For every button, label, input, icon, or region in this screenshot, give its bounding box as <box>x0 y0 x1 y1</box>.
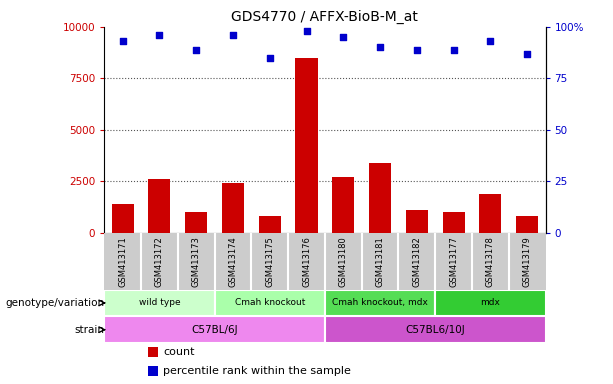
Text: Cmah knockout: Cmah knockout <box>235 298 305 308</box>
Bar <box>104 316 325 343</box>
Text: GSM413172: GSM413172 <box>155 236 164 286</box>
Text: Cmah knockout, mdx: Cmah knockout, mdx <box>332 298 428 308</box>
Bar <box>479 194 501 233</box>
Point <box>154 32 164 38</box>
Bar <box>325 290 435 316</box>
Bar <box>295 58 318 233</box>
Text: GSM413175: GSM413175 <box>265 236 274 286</box>
Bar <box>185 212 207 233</box>
Point <box>265 55 275 61</box>
Point <box>449 46 459 53</box>
Point <box>412 46 422 53</box>
Text: percentile rank within the sample: percentile rank within the sample <box>163 366 351 376</box>
Bar <box>259 217 281 233</box>
Text: GSM413182: GSM413182 <box>413 236 421 286</box>
Point <box>118 38 128 45</box>
Bar <box>222 184 244 233</box>
Bar <box>325 316 546 343</box>
Text: GSM413176: GSM413176 <box>302 236 311 286</box>
Text: GSM413180: GSM413180 <box>339 236 348 286</box>
Point <box>375 45 385 51</box>
Text: GSM413174: GSM413174 <box>229 236 237 286</box>
Text: count: count <box>163 347 194 357</box>
Bar <box>148 366 158 376</box>
Bar <box>406 210 428 233</box>
Bar <box>369 163 391 233</box>
Text: genotype/variation: genotype/variation <box>5 298 104 308</box>
Text: strain: strain <box>74 325 104 335</box>
Bar <box>112 204 134 233</box>
Text: GSM413177: GSM413177 <box>449 236 458 286</box>
Point <box>302 28 311 34</box>
Text: GSM413171: GSM413171 <box>118 236 127 286</box>
Text: wild type: wild type <box>139 298 180 308</box>
Point <box>522 51 532 57</box>
Text: C57BL/6J: C57BL/6J <box>191 325 238 335</box>
Text: GSM413181: GSM413181 <box>376 236 384 286</box>
Bar <box>148 179 170 233</box>
Text: GSM413179: GSM413179 <box>523 236 531 286</box>
Point <box>191 46 201 53</box>
Bar <box>332 177 354 233</box>
Bar <box>435 290 546 316</box>
Text: C57BL6/10J: C57BL6/10J <box>405 325 465 335</box>
Bar <box>104 290 215 316</box>
Text: GSM413173: GSM413173 <box>192 236 200 286</box>
Point <box>338 34 348 40</box>
Bar <box>148 347 158 357</box>
Point <box>485 38 495 45</box>
Bar <box>516 217 538 233</box>
Bar <box>443 212 465 233</box>
Title: GDS4770 / AFFX-BioB-M_at: GDS4770 / AFFX-BioB-M_at <box>232 10 418 25</box>
Text: GSM413178: GSM413178 <box>486 236 495 286</box>
Text: mdx: mdx <box>481 298 500 308</box>
Point <box>228 32 238 38</box>
Bar <box>215 290 325 316</box>
